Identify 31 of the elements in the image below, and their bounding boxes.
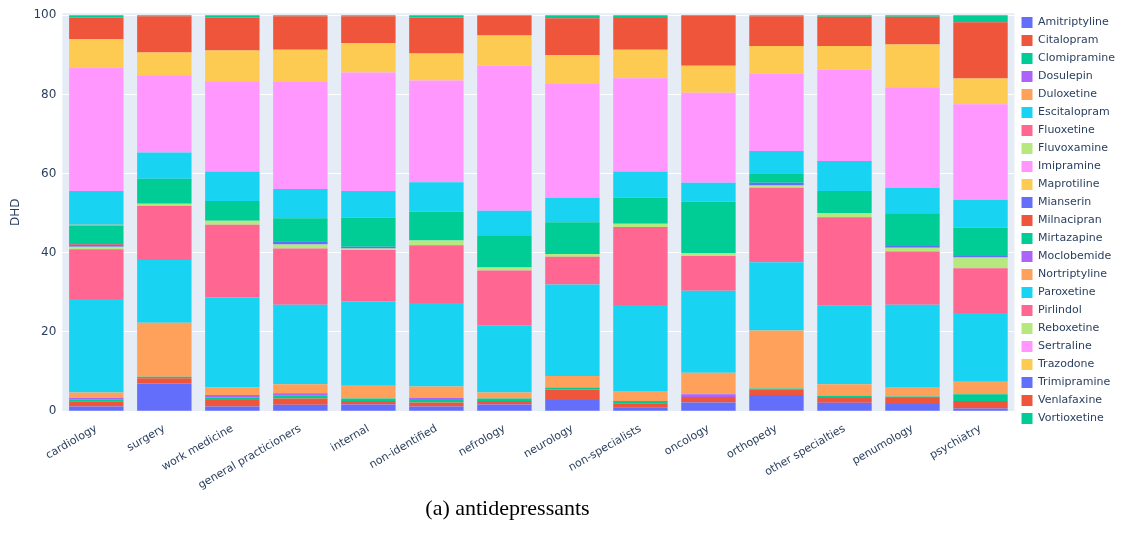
y-tick-label: 0 (48, 403, 57, 418)
legend-label: Dosulepin (1038, 69, 1093, 83)
y-tick-label: 80 (41, 86, 57, 101)
legend-label: Reboxetine (1038, 321, 1100, 335)
y-tick-label: 20 (41, 324, 57, 339)
legend-label: Moclobemide (1038, 249, 1112, 263)
legend-label: Milnacipran (1038, 213, 1102, 227)
y-tick-label: 40 (41, 244, 57, 259)
legend-label: Duloxetine (1038, 87, 1098, 101)
legend-label: Vortioxetine (1038, 411, 1104, 425)
legend-label: Sertraline (1038, 339, 1092, 353)
legend-label: Pirlindol (1038, 303, 1082, 317)
y-tick-label: 100 (33, 7, 57, 22)
legend-label: Citalopram (1038, 33, 1099, 47)
legend-label: Fluoxetine (1038, 123, 1096, 137)
legend-label: Fluvoxamine (1038, 141, 1109, 155)
legend-label: Imipramine (1038, 159, 1102, 173)
legend-label: Amitriptyline (1038, 15, 1110, 29)
legend-label: Escitalopram (1038, 105, 1110, 119)
legend-label: Maprotiline (1038, 177, 1100, 191)
y-tick-label: 60 (41, 165, 57, 180)
legend-label: Trazodone (1037, 357, 1095, 371)
legend-label: Nortriptyline (1038, 267, 1108, 281)
legend-label: Venlafaxine (1038, 393, 1103, 407)
y-axis-title: DHD (8, 198, 23, 226)
legend-label: Mianserin (1038, 195, 1092, 209)
legend-label: Trimipramine (1037, 375, 1111, 389)
legend-label: Clomipramine (1038, 51, 1116, 65)
legend-label: Paroxetine (1038, 285, 1096, 299)
legend-label: Mirtazapine (1038, 231, 1103, 245)
text: (a) antidepressants (424, 495, 591, 521)
